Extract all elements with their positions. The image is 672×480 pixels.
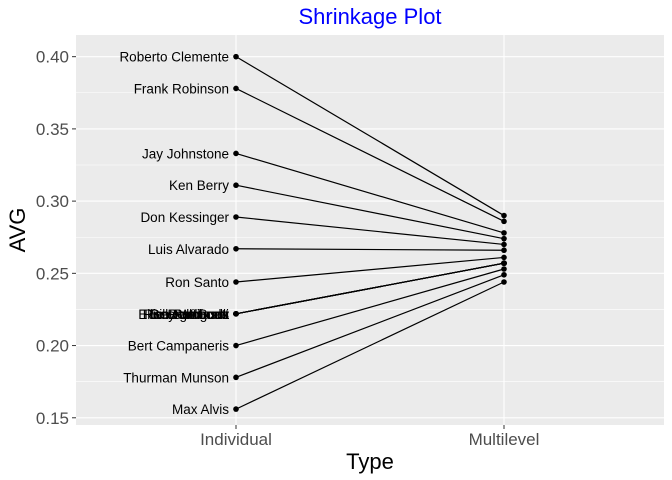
- player-label: Roberto Clemente: [119, 50, 229, 65]
- individual-point: [233, 214, 239, 220]
- y-tick-label: 0.25: [36, 264, 69, 283]
- x-tick-label: Individual: [200, 430, 272, 449]
- x-axis-title: Type: [346, 449, 394, 474]
- y-tick-label: 0.40: [36, 48, 69, 67]
- multilevel-point: [501, 236, 507, 242]
- player-label: Bert Campaneris: [128, 339, 230, 354]
- y-tick-label: 0.35: [36, 120, 69, 139]
- multilevel-point: [501, 230, 507, 236]
- x-tick-label: Multilevel: [469, 430, 540, 449]
- multilevel-point: [501, 266, 507, 272]
- player-label: Luis Alvarado: [148, 242, 229, 257]
- individual-point: [233, 182, 239, 188]
- player-label: Thurman Munson: [123, 370, 229, 385]
- multilevel-point: [501, 213, 507, 219]
- individual-point: [233, 246, 239, 252]
- multilevel-point: [501, 255, 507, 261]
- multilevel-point: [501, 260, 507, 266]
- individual-point: [233, 151, 239, 157]
- y-tick-label: 0.15: [36, 409, 69, 428]
- player-label: Frank Robinson: [134, 81, 229, 96]
- y-tick-label: 0.20: [36, 337, 69, 356]
- individual-point: [233, 311, 239, 317]
- multilevel-point: [501, 279, 507, 285]
- y-axis-title: AVG: [5, 208, 30, 253]
- player-label: Ron Santo: [165, 275, 229, 290]
- multilevel-point: [501, 247, 507, 253]
- multilevel-point: [501, 242, 507, 248]
- individual-point: [233, 279, 239, 285]
- individual-point: [233, 54, 239, 60]
- chart-title: Shrinkage Plot: [298, 4, 441, 29]
- individual-point: [233, 406, 239, 412]
- multilevel-point: [501, 219, 507, 225]
- player-label: Ken Berry: [169, 178, 229, 193]
- individual-point: [233, 86, 239, 92]
- player-label: Ellie Rodriguez: [138, 307, 229, 322]
- y-tick-label: 0.30: [36, 192, 69, 211]
- player-label: Max Alvis: [172, 402, 229, 417]
- individual-point: [233, 375, 239, 381]
- player-label: Jay Johnstone: [142, 146, 229, 161]
- individual-point: [233, 343, 239, 349]
- multilevel-point: [501, 272, 507, 278]
- player-label: Don Kessinger: [140, 210, 229, 225]
